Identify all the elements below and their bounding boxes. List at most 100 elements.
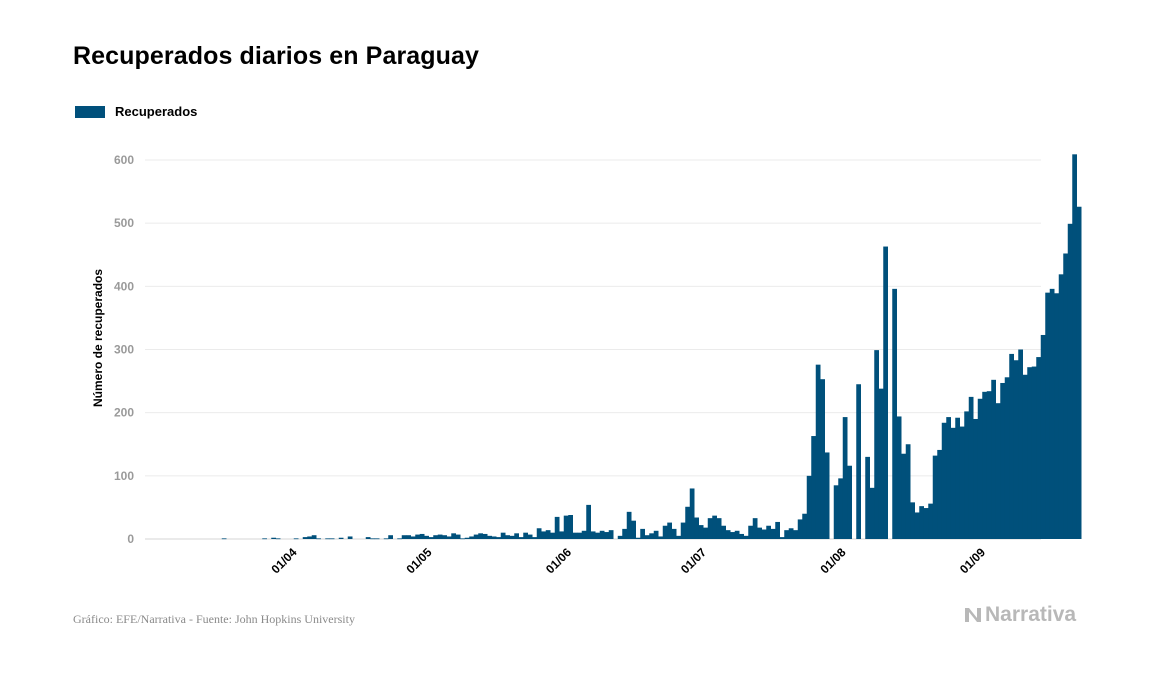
bar <box>964 411 969 539</box>
y-axis-title: Número de recuperados <box>91 269 105 407</box>
bar <box>626 511 632 539</box>
bar <box>847 465 852 539</box>
y-tick-label: 300 <box>114 343 134 357</box>
bar <box>1031 366 1037 539</box>
bar <box>572 532 578 539</box>
bar <box>725 530 731 539</box>
bar <box>487 535 492 539</box>
bar <box>1000 382 1005 539</box>
grid-lines <box>145 159 1041 540</box>
x-tick-label: 01/04 <box>268 545 299 576</box>
y-tick-label: 0 <box>127 532 134 546</box>
bar <box>838 478 843 539</box>
bar <box>518 537 524 539</box>
bar <box>374 538 380 540</box>
bar <box>698 525 704 539</box>
bar <box>667 522 672 539</box>
bar <box>1054 293 1059 539</box>
bar <box>748 525 753 539</box>
bar <box>743 535 749 539</box>
bar <box>437 534 443 539</box>
bar <box>460 538 465 540</box>
bar <box>761 529 767 539</box>
bar <box>815 364 821 539</box>
bar <box>739 533 744 539</box>
bar <box>275 538 281 540</box>
bar <box>428 537 434 539</box>
bar <box>365 537 371 539</box>
bar <box>401 535 407 539</box>
y-tick-label: 500 <box>114 216 134 230</box>
bar <box>527 534 533 539</box>
bar <box>271 537 276 539</box>
bar <box>446 536 452 539</box>
bar <box>865 456 870 539</box>
bar <box>685 506 690 539</box>
bar <box>986 391 992 539</box>
bar <box>1004 377 1010 539</box>
bar <box>1058 274 1064 539</box>
bar <box>536 528 542 539</box>
bar <box>262 538 267 540</box>
bar <box>658 536 663 539</box>
bar <box>410 536 416 539</box>
bar <box>545 530 551 539</box>
bar <box>370 538 375 540</box>
bar <box>991 379 996 539</box>
bar <box>325 538 330 540</box>
bar <box>707 518 713 539</box>
bar <box>514 533 519 539</box>
bar <box>730 532 735 539</box>
bar <box>464 537 470 539</box>
bar <box>653 530 659 539</box>
bar <box>649 533 654 539</box>
bar <box>833 485 839 539</box>
bar <box>1040 334 1046 539</box>
bar <box>406 535 411 539</box>
x-tick-label: 01/09 <box>957 545 988 576</box>
bar <box>779 537 785 539</box>
bar <box>856 384 861 539</box>
bar <box>554 516 560 539</box>
bar <box>500 532 506 539</box>
bar <box>928 503 933 539</box>
brand-logo: Narrativa <box>963 603 1076 627</box>
bar <box>604 532 609 539</box>
bar <box>329 538 335 540</box>
bar <box>397 538 402 540</box>
bar <box>577 532 582 539</box>
bar <box>959 426 965 539</box>
bar <box>910 502 915 539</box>
bar <box>590 531 596 539</box>
y-tick-label: 600 <box>114 153 134 167</box>
bar <box>505 535 510 539</box>
bar <box>784 530 789 539</box>
bar <box>307 536 312 539</box>
bar <box>640 528 645 539</box>
bar <box>581 530 587 539</box>
legend-swatch <box>75 105 105 118</box>
bar <box>766 525 771 539</box>
bar <box>482 533 488 539</box>
bar <box>221 538 227 540</box>
x-tick-label: 01/08 <box>817 545 848 576</box>
bar <box>811 436 816 539</box>
bar <box>797 519 803 539</box>
bar <box>1045 292 1050 539</box>
bar <box>496 537 501 539</box>
source-footer: Gráfico: EFE/Narrativa - Fuente: John Ho… <box>73 612 355 626</box>
bar <box>806 475 812 539</box>
bar <box>712 515 717 539</box>
bar <box>532 537 537 539</box>
legend-label: Recuperados <box>115 104 198 119</box>
bar <box>1049 288 1055 539</box>
bar <box>946 417 951 539</box>
bar <box>694 517 699 539</box>
bar <box>608 530 614 539</box>
bar <box>995 403 1001 539</box>
bar <box>568 515 573 539</box>
bar <box>662 525 668 539</box>
bar <box>338 537 344 539</box>
legend: Recuperados <box>75 104 197 119</box>
bar <box>788 528 794 539</box>
